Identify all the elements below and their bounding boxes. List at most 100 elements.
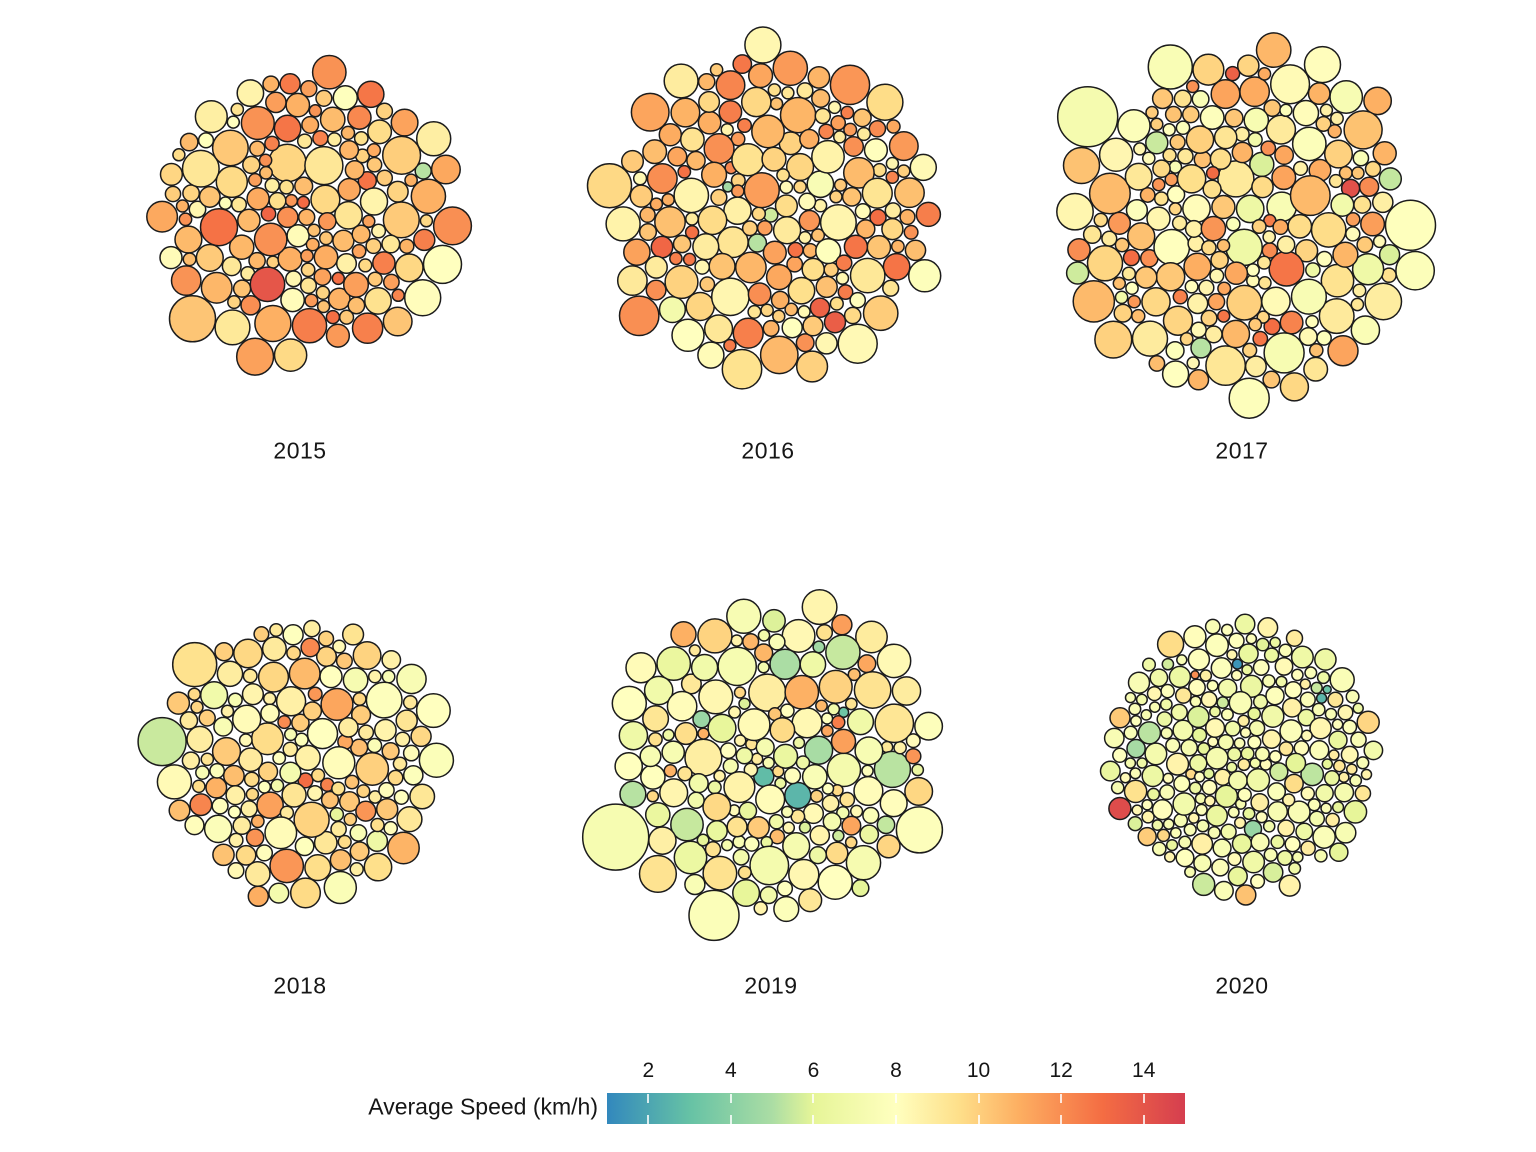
bubble bbox=[747, 282, 772, 307]
bubble bbox=[419, 214, 434, 228]
bubble bbox=[1189, 695, 1202, 708]
bubble bbox=[844, 836, 858, 849]
bubble bbox=[1262, 819, 1276, 833]
bubble bbox=[300, 79, 318, 98]
bubble bbox=[222, 764, 245, 787]
bubble bbox=[1099, 760, 1121, 782]
bubble bbox=[726, 816, 748, 838]
bubble bbox=[1200, 215, 1227, 242]
bubble bbox=[235, 337, 275, 376]
bubble bbox=[179, 711, 199, 730]
bubble bbox=[159, 162, 184, 187]
legend-tick-label: 14 bbox=[1132, 1059, 1156, 1082]
bubble bbox=[302, 701, 323, 721]
bubble bbox=[801, 257, 825, 282]
bubble bbox=[1331, 801, 1345, 814]
bubble bbox=[820, 712, 834, 725]
bubble bbox=[200, 271, 233, 304]
bubble bbox=[1274, 656, 1294, 676]
bubble bbox=[1285, 629, 1304, 647]
bubble bbox=[673, 840, 708, 875]
bubble bbox=[1146, 787, 1161, 801]
bubble bbox=[1372, 141, 1397, 166]
bubble bbox=[809, 825, 831, 846]
bubble bbox=[1237, 787, 1252, 803]
bubble bbox=[835, 271, 850, 286]
bubble bbox=[888, 131, 919, 162]
bubble bbox=[882, 279, 900, 297]
bubble bbox=[338, 791, 361, 813]
bubble bbox=[172, 148, 186, 162]
bubble bbox=[221, 256, 242, 277]
bubble bbox=[1270, 834, 1285, 850]
bubble bbox=[840, 105, 855, 120]
bubble bbox=[1227, 866, 1248, 887]
bubble bbox=[198, 709, 216, 727]
bubble bbox=[1146, 206, 1171, 231]
bubble bbox=[1378, 167, 1403, 191]
bubble bbox=[663, 63, 699, 99]
bubble bbox=[769, 717, 796, 743]
bubble bbox=[1354, 785, 1372, 802]
bubble bbox=[381, 135, 422, 175]
bubble bbox=[197, 132, 215, 149]
bubble bbox=[907, 259, 942, 293]
bubble bbox=[1192, 53, 1225, 86]
bubble bbox=[195, 765, 210, 780]
bubble bbox=[325, 309, 341, 325]
bubble bbox=[733, 686, 747, 699]
bubble bbox=[1210, 79, 1241, 110]
bubble bbox=[1265, 685, 1285, 706]
bubble bbox=[698, 90, 721, 113]
bubble bbox=[1133, 142, 1147, 156]
bubble bbox=[1328, 842, 1349, 863]
bubble bbox=[1226, 746, 1242, 762]
bubble bbox=[198, 185, 221, 208]
year-label-2019: 2019 bbox=[744, 972, 798, 999]
year-label-2018: 2018 bbox=[273, 972, 327, 999]
bubble bbox=[174, 225, 203, 254]
bubble bbox=[1239, 674, 1264, 698]
bubble bbox=[1200, 691, 1218, 709]
bubble bbox=[1238, 643, 1259, 664]
bubble bbox=[340, 125, 356, 141]
bubble bbox=[1190, 670, 1200, 680]
bubble bbox=[359, 187, 389, 216]
bubble bbox=[1127, 671, 1151, 694]
bubble bbox=[638, 222, 658, 242]
bubble bbox=[1206, 679, 1219, 692]
bubble bbox=[818, 669, 853, 704]
bubble bbox=[262, 75, 280, 93]
bubble bbox=[697, 727, 710, 740]
bubble bbox=[670, 97, 701, 128]
bubble bbox=[1131, 308, 1146, 324]
year-label-2015: 2015 bbox=[273, 437, 327, 464]
bubble bbox=[677, 164, 692, 179]
bubble bbox=[677, 765, 693, 782]
bubble bbox=[738, 697, 751, 710]
bubble bbox=[1211, 194, 1236, 220]
bubble bbox=[320, 687, 354, 722]
bubble bbox=[337, 834, 352, 850]
bubble bbox=[310, 184, 341, 215]
bubble bbox=[623, 238, 651, 267]
bubble bbox=[211, 797, 229, 815]
bubble bbox=[387, 769, 404, 786]
bubble bbox=[684, 873, 706, 896]
bubble bbox=[351, 312, 384, 345]
bubble bbox=[799, 128, 820, 150]
bubble bbox=[1170, 703, 1188, 721]
bubble bbox=[1125, 198, 1149, 222]
bubble bbox=[1331, 718, 1344, 731]
bubble bbox=[170, 265, 202, 297]
legend-tick-mark bbox=[729, 1114, 732, 1124]
bubble bbox=[1183, 625, 1207, 649]
bubble bbox=[1151, 819, 1164, 832]
bubble bbox=[890, 239, 905, 254]
bubble bbox=[625, 651, 657, 684]
bubble bbox=[1251, 175, 1274, 199]
bubble bbox=[760, 303, 774, 318]
bubble bbox=[696, 833, 710, 847]
bubble bbox=[863, 137, 889, 163]
